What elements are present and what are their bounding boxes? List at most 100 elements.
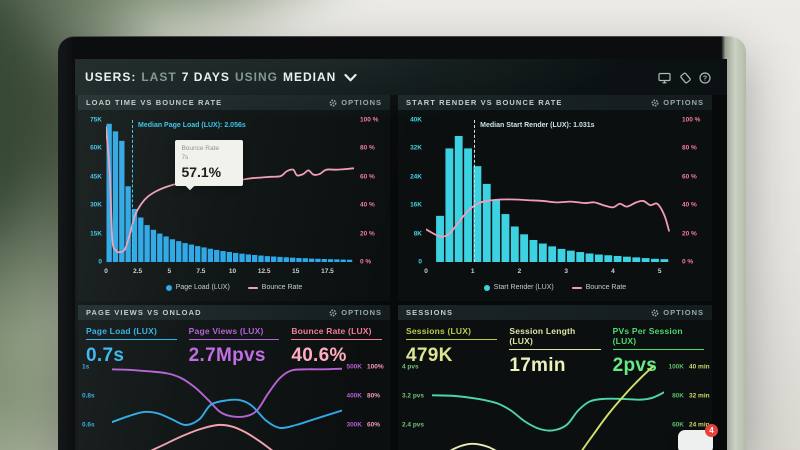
x-axis-tick: 12.5 [257, 268, 271, 275]
options-button[interactable]: OPTIONS [329, 98, 382, 107]
y-axis-tick: 100K 40 min [666, 364, 710, 371]
y-axis-tick: 15K [90, 230, 102, 238]
panel-header: LOAD TIME VS BOUNCE RATE OPTIONS [78, 95, 390, 110]
x-axis-tick: 3 [564, 268, 568, 275]
metric-row: Page Load (LUX) 0.7s Page Views (LUX) 2.… [86, 326, 382, 367]
x-axis-tick: 2.5 [133, 268, 143, 275]
chart-tooltip: Bounce Rate 7s 57.1% [175, 140, 244, 190]
y-axis-tick: 40K [410, 116, 422, 124]
y-axis-tick: 24K [410, 173, 422, 181]
metric-value: 479K [406, 345, 453, 366]
y-axis-left: 1s 0.8s 0.6s [82, 364, 108, 450]
y-axis-tick: 0 [98, 258, 102, 266]
y-axis-tick: 500K 100% [344, 364, 388, 371]
y-axis-tick: 0.8s [82, 392, 95, 400]
options-label: OPTIONS [663, 98, 704, 107]
y-axis-tick: 20 % [682, 230, 697, 238]
y-axis-tick: 2.4 pvs [402, 421, 425, 429]
y-axis-tick: 80K 32 min [666, 393, 710, 400]
options-button[interactable]: OPTIONS [651, 98, 704, 107]
legend-label: Bounce Rate [585, 284, 627, 291]
y-axis-tick-value: 40 min [689, 363, 710, 371]
median-annotation: Median Start Render (LUX): 1.031s [480, 122, 595, 129]
y-axis-tick-value: 80K [672, 392, 684, 400]
x-axis-tick: 0 [104, 268, 108, 275]
panel-title: LOAD TIME VS BOUNCE RATE [86, 98, 223, 107]
median-annotation: Median Page Load (LUX): 2.056s [138, 122, 246, 129]
tooltip-subtitle: 7s [181, 153, 189, 161]
panel-header: PAGE VIEWS VS ONLOAD OPTIONS [78, 305, 390, 320]
chart-plot-area [112, 365, 342, 450]
gear-icon [651, 99, 659, 106]
y-axis-tick: 0 % [360, 258, 372, 266]
desktop-icon[interactable] [658, 72, 671, 84]
y-axis-tick: 80 % [360, 144, 375, 152]
y-axis-tick: 16K [410, 201, 422, 209]
panel-title: SESSIONS [406, 308, 454, 317]
legend-item: Page Load (LUX) [165, 284, 230, 291]
chat-widget-button[interactable]: 4 [678, 424, 718, 450]
y-axis-tick: 0 [418, 258, 422, 266]
options-label: OPTIONS [341, 308, 382, 317]
gear-icon [329, 309, 337, 316]
y-axis-tick: 4 pvs [402, 363, 419, 371]
x-axis: 0 2.5 5 7.5 10 12.5 15 17.5 [104, 268, 354, 278]
y-axis-tick: 30K [90, 201, 102, 209]
legend-item: Bounce Rate [571, 284, 627, 291]
y-axis-tick: 400K 80% [344, 393, 388, 400]
svg-text:?: ? [703, 75, 707, 82]
chart-legend: Start Render (LUX) Bounce Rate [398, 284, 712, 291]
panel-header: START RENDER VS BOUNCE RATE OPTIONS [398, 95, 712, 110]
panel-start-render-vs-bounce-rate: START RENDER VS BOUNCE RATE OPTIONS 40K 3… [398, 95, 712, 301]
y-axis-tick-value: 500K [346, 363, 362, 371]
mobile-icon[interactable] [679, 72, 691, 84]
y-axis-tick: 80 % [682, 144, 697, 152]
x-axis-tick: 5 [167, 268, 172, 275]
x-axis-tick: 15 [292, 268, 300, 275]
x-axis-tick: 2 [517, 268, 522, 275]
metric-label: Sessions (LUX) [406, 326, 498, 340]
x-axis-tick: 10 [228, 268, 237, 275]
metric-value: 40.6% [291, 345, 347, 366]
laptop-bezel: USERS: LAST 7 DAYS USING MEDIAN [58, 36, 746, 450]
y-axis-right: 100 % 80 % 60 % 40 % 20 % 0 % [356, 117, 388, 266]
y-axis-tick: 40 % [682, 201, 697, 209]
panel-sessions: SESSIONS OPTIONS Sessions (LUX) 479K [398, 305, 712, 450]
options-label: OPTIONS [341, 98, 382, 107]
legend-dot-marker [165, 284, 172, 291]
metric-label: Session Length (LUX) [509, 326, 601, 350]
x-axis-tick: 1 [470, 268, 475, 275]
y-axis-tick-value: 80% [367, 392, 381, 400]
y-axis-tick-value: 100K [668, 363, 684, 371]
legend-label: Start Render (LUX) [493, 284, 554, 291]
y-axis-tick-value: 60% [367, 421, 381, 429]
users-label: USERS: [85, 70, 137, 84]
gear-icon [651, 309, 659, 316]
y-axis-tick: 8K [413, 230, 422, 238]
y-axis-tick-value: 300K [346, 421, 362, 429]
panel-title: PAGE VIEWS VS ONLOAD [86, 308, 202, 317]
options-button[interactable]: OPTIONS [651, 308, 704, 317]
y-axis-tick: 0.6s [82, 421, 95, 429]
using-label: USING [234, 70, 278, 84]
chart-plot-area: Median Start Render (LUX): 1.031s [426, 120, 676, 262]
metric-label: PVs Per Session (LUX) [612, 326, 704, 350]
y-axis-left: 75K 60K 45K 30K 15K 0 [78, 116, 102, 266]
x-axis-tick: 0 [424, 268, 428, 275]
range-label: 7 DAYS [181, 70, 230, 84]
y-axis-tick-value: 32 min [689, 392, 710, 400]
median-line [474, 120, 476, 262]
metric-session-length: Session Length (LUX) 17min [509, 326, 601, 377]
legend-label: Bounce Rate [261, 284, 303, 291]
options-button[interactable]: OPTIONS [329, 308, 382, 317]
y-axis-tick: 20 % [360, 230, 375, 238]
legend-label: Page Load (LUX) [175, 284, 230, 291]
metric-value: 0.7s [86, 345, 125, 366]
chart-plot-area: Bounce Rate 7s 57.1% Median Page Load (L… [106, 120, 354, 262]
y-axis-right: 100K 40 min 80K 32 min 60K 24 min [666, 364, 710, 450]
chevron-down-icon[interactable] [344, 74, 357, 82]
y-axis-tick: 75K [90, 116, 102, 124]
histogram-chart: 40K 32K 24K 16K 8K 0 Median Start Render (LUX… [398, 110, 712, 301]
help-icon[interactable]: ? [699, 72, 711, 84]
